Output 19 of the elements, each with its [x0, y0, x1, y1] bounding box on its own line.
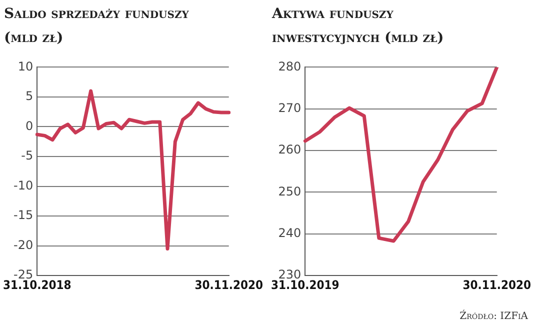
x-tick-label: 31.10.2019 [271, 278, 340, 292]
y-tick-label: 260 [278, 142, 302, 157]
y-tick-label: 250 [278, 184, 302, 198]
y-tick-label: -5 [21, 148, 34, 163]
y-tick-label: 0 [26, 118, 34, 133]
y-tick-label: 270 [278, 101, 302, 116]
y-tick-label: 10 [18, 59, 34, 74]
y-tick-label: 5 [26, 89, 34, 104]
y-tick-label: -20 [14, 238, 34, 252]
y-tick-label: 280 [278, 59, 302, 74]
chart-title: Saldo sprzedaży funduszy (mld zł) [3, 5, 190, 48]
x-tick-label: 30.11.2020 [462, 278, 531, 292]
y-tick-label: -15 [14, 208, 34, 222]
y-tick-label: -10 [14, 178, 34, 192]
x-tick-label: 31.10.2018 [3, 278, 72, 292]
text: Źródło: IZFiA [460, 311, 528, 322]
x-tick-label: 30.11.2020 [194, 278, 263, 292]
y-tick-label: 240 [278, 226, 302, 240]
chart-title: Aktywa funduszy inwestycyjnych (mld zł) [270, 5, 445, 48]
